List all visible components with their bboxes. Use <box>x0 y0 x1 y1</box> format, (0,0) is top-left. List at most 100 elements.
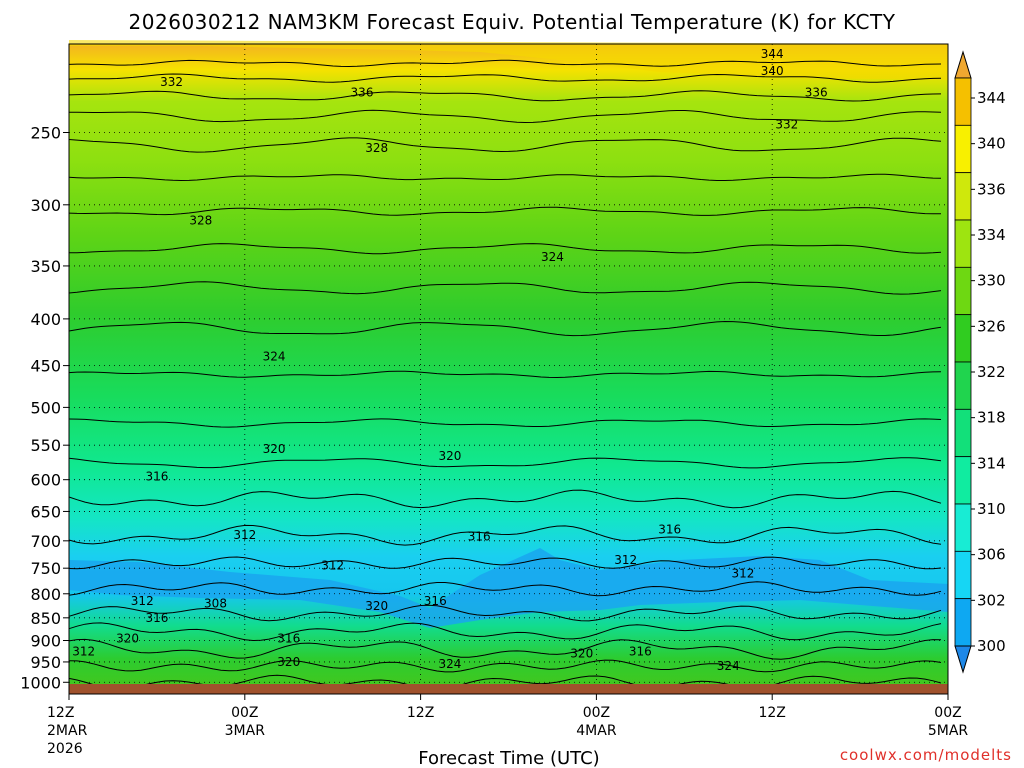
y-tick-label: 400 <box>30 310 61 329</box>
colorbar-segment <box>954 361 972 410</box>
contour-line <box>68 59 942 68</box>
contour-label: 308 <box>204 597 227 611</box>
y-tick-label: 550 <box>30 436 61 455</box>
plot-frame <box>68 43 949 695</box>
colorbar-label: 318 <box>977 409 1006 427</box>
chart-title-text: 2026030212 NAM3KM Forecast Equiv. Potent… <box>129 10 896 34</box>
colorbar-label: 344 <box>977 89 1006 107</box>
x-tick-label: 00Z <box>231 705 258 721</box>
colorbar-segment <box>954 77 972 126</box>
contour-line <box>68 457 942 469</box>
colorbar-label: 336 <box>977 180 1006 198</box>
contour-label: 320 <box>277 655 300 669</box>
contour-label: 320 <box>263 442 286 456</box>
contour-line <box>68 206 941 216</box>
colorbar-bottom-arrow <box>954 645 972 674</box>
x-tick-date: 4MAR <box>576 723 617 739</box>
contour-line <box>68 90 942 102</box>
colorbar-label: 334 <box>977 226 1006 244</box>
contour-line <box>68 243 942 255</box>
contour-label: 316 <box>145 611 168 625</box>
credit-text: coolwx.com/modelts <box>840 746 1012 764</box>
colorbar-segment <box>954 124 972 174</box>
colorbar-segment <box>954 550 972 600</box>
colorbar-label: 340 <box>977 135 1006 153</box>
y-tick-label: 350 <box>30 257 61 276</box>
contour-label: 312 <box>731 566 754 580</box>
contour-line <box>68 556 942 570</box>
colorbar-label: 326 <box>977 317 1006 335</box>
colorbar-top-arrow <box>954 50 972 79</box>
contour-line <box>68 370 942 379</box>
contour-line <box>68 659 942 673</box>
contour-line <box>69 109 942 124</box>
contour-label: 316 <box>658 522 681 536</box>
contour-label: 324 <box>717 659 740 673</box>
contour-label: 344 <box>761 47 784 61</box>
y-tick-label: 250 <box>30 123 61 142</box>
y-tick-label: 700 <box>30 532 61 551</box>
contour-line <box>68 281 942 295</box>
contour-label: 328 <box>365 141 388 155</box>
cold-layer <box>69 548 948 628</box>
x-tick-date: 2MAR <box>47 723 88 739</box>
y-tick-label: 600 <box>30 471 61 490</box>
plot-area: 344 340 336 336 332 332 328 328 324 324 320 320 316 3… <box>68 40 949 695</box>
colorbar-segment <box>954 408 972 458</box>
y-axis: 250 300 350 400 450 500 550 600 650 700 750 800 850 9… <box>20 123 69 692</box>
contour-label: 324 <box>541 250 564 264</box>
contour-line <box>68 581 942 597</box>
colorbar-segment <box>954 456 972 505</box>
contour-label: 316 <box>424 594 447 608</box>
x-tick-label: 12Z <box>758 705 785 721</box>
colorbar-segment <box>954 314 972 363</box>
colorbar-label: 314 <box>977 454 1006 472</box>
x-tick-label: 12Z <box>407 705 434 721</box>
colorbar-label: 306 <box>977 546 1006 564</box>
contour-line <box>68 489 942 509</box>
x-tick-label: 00Z <box>583 705 610 721</box>
x-tick-date: 3MAR <box>225 723 266 739</box>
contour-label: 312 <box>233 528 256 542</box>
contour-label: 320 <box>438 449 461 463</box>
contour-label: 320 <box>116 631 139 645</box>
contour-label: 316 <box>145 469 168 483</box>
y-tick-label: 450 <box>30 357 61 376</box>
contour-label: 312 <box>321 559 344 573</box>
contour-line <box>68 173 942 182</box>
colorbar-segment <box>954 219 972 268</box>
contour-label: 336 <box>805 85 828 99</box>
contour-line <box>68 524 942 546</box>
contour-label: 332 <box>160 75 183 89</box>
chart-title: 2026030212 NAM3KM Forecast Equiv. Potent… <box>129 10 896 34</box>
ground-strip <box>69 684 948 694</box>
warm-top <box>69 40 948 80</box>
contour-line <box>68 320 942 337</box>
contour-label: 320 <box>365 599 388 613</box>
y-tick-label: 800 <box>30 585 61 604</box>
contour-line <box>68 418 942 428</box>
y-tick-label: 300 <box>30 196 61 215</box>
contour-line <box>68 622 942 642</box>
colorbar: 344 340 336 334 330 326 322 318 314 310 306 302 300 <box>954 50 1006 674</box>
x-axis: 12Z 2MAR 2026 00Z 3MAR 12Z 00Z 4MAR 12Z 00Z 5MAR <box>47 694 968 757</box>
y-tick-label: 950 <box>30 653 61 672</box>
colorbar-label: 322 <box>977 363 1006 381</box>
contour-label: 332 <box>775 117 798 131</box>
colorbar-label: 300 <box>977 637 1006 655</box>
colorbar-label: 302 <box>977 591 1006 609</box>
contour-label: 312 <box>614 553 637 567</box>
y-tick-label: 750 <box>30 559 61 578</box>
contour-label: 336 <box>351 85 374 99</box>
contour-lines <box>68 59 942 690</box>
contour-line <box>68 638 942 660</box>
contour-label: 316 <box>277 631 300 645</box>
colorbar-label: 310 <box>977 500 1006 518</box>
x-tick-year: 2026 <box>47 741 83 757</box>
colorbar-label: 330 <box>977 272 1006 290</box>
contour-label: 340 <box>761 64 784 78</box>
y-tick-label: 900 <box>30 631 61 650</box>
y-tick-label: 850 <box>30 609 61 628</box>
contour-label: 328 <box>189 213 212 227</box>
